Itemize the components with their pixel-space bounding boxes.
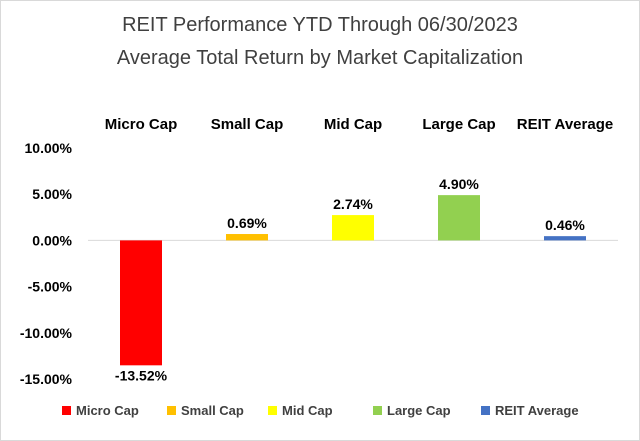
data-label: 2.74%: [333, 196, 373, 212]
data-label: -13.52%: [115, 367, 168, 383]
legend-label: Micro Cap: [76, 403, 139, 418]
legend-label: Mid Cap: [282, 403, 333, 418]
legend-swatch: [373, 406, 382, 415]
y-tick-label: -5.00%: [28, 279, 73, 295]
data-label: 0.46%: [545, 217, 585, 233]
y-tick-label: -10.00%: [20, 325, 73, 341]
legend-label: Large Cap: [387, 403, 451, 418]
data-label: 0.69%: [227, 215, 267, 231]
legend-swatch: [62, 406, 71, 415]
category-label: Micro Cap: [105, 116, 178, 133]
y-tick-label: 10.00%: [25, 140, 73, 156]
legend-swatch: [481, 406, 490, 415]
legend-swatch: [167, 406, 176, 415]
bar-reit-average: [544, 236, 586, 241]
y-tick-label: 0.00%: [32, 232, 72, 248]
legend-swatch: [268, 406, 277, 415]
data-label: 4.90%: [439, 176, 479, 192]
category-label: Mid Cap: [324, 116, 382, 133]
bar-large-cap: [438, 195, 480, 241]
legend-label: REIT Average: [495, 403, 579, 418]
y-tick-label: -15.00%: [20, 371, 73, 387]
chart-title: REIT Performance YTD Through 06/30/2023: [122, 14, 518, 36]
category-label: Large Cap: [422, 116, 495, 133]
legend-label: Small Cap: [181, 403, 244, 418]
bar-small-cap: [226, 234, 268, 241]
bar-micro-cap: [120, 240, 162, 366]
y-tick-label: 5.00%: [32, 186, 72, 202]
category-label: REIT Average: [517, 116, 613, 133]
bar-mid-cap: [332, 215, 374, 241]
category-label: Small Cap: [211, 116, 284, 133]
chart-subtitle: Average Total Return by Market Capitaliz…: [116, 47, 524, 69]
